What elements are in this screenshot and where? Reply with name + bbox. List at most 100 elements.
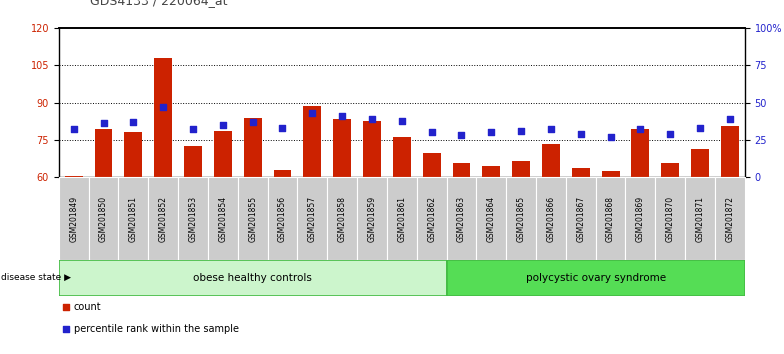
Bar [184, 146, 202, 177]
Text: GSM201872: GSM201872 [725, 196, 735, 241]
Point [395, 118, 408, 123]
Bar [572, 169, 590, 177]
Point [694, 125, 706, 131]
Text: GSM201864: GSM201864 [487, 195, 495, 242]
Text: GSM201869: GSM201869 [636, 195, 645, 242]
Bar [655, 177, 685, 260]
Text: GSM201856: GSM201856 [278, 195, 287, 242]
Text: GSM201867: GSM201867 [576, 195, 586, 242]
Bar [214, 131, 232, 177]
Bar [238, 177, 267, 260]
Bar [685, 177, 715, 260]
Point [664, 131, 677, 137]
Point [485, 130, 498, 135]
Point [336, 113, 348, 119]
Text: GSM201851: GSM201851 [129, 196, 138, 241]
Point [458, 229, 470, 235]
Bar [447, 260, 745, 296]
Bar [125, 132, 143, 177]
Point [515, 128, 528, 134]
Text: obese healthy controls: obese healthy controls [193, 273, 312, 283]
Text: GSM201852: GSM201852 [158, 196, 168, 241]
Point [127, 119, 140, 125]
Point [458, 36, 470, 42]
Bar [661, 164, 679, 177]
Bar [477, 177, 506, 260]
Text: GSM201853: GSM201853 [188, 195, 198, 242]
Text: count: count [74, 302, 101, 313]
Text: GSM201868: GSM201868 [606, 196, 615, 241]
Bar [357, 177, 387, 260]
Bar [512, 161, 530, 177]
Bar [303, 106, 321, 177]
Bar [482, 166, 500, 177]
Point [545, 127, 557, 132]
Text: GSM201855: GSM201855 [249, 195, 257, 242]
Bar [393, 137, 411, 177]
Point [306, 110, 318, 116]
Bar [178, 177, 208, 260]
Bar [208, 177, 238, 260]
Bar [601, 171, 619, 177]
Text: GSM201863: GSM201863 [457, 195, 466, 242]
Point [246, 119, 259, 125]
Text: GSM201862: GSM201862 [427, 196, 436, 241]
Point [575, 131, 587, 137]
Bar [244, 118, 262, 177]
Bar [506, 177, 536, 260]
Bar [423, 154, 441, 177]
Text: GSM201871: GSM201871 [695, 196, 705, 241]
Point [97, 121, 110, 126]
Bar [596, 177, 626, 260]
Bar [274, 170, 292, 177]
Bar [691, 149, 709, 177]
Bar [542, 144, 560, 177]
Text: GSM201849: GSM201849 [69, 195, 78, 242]
Text: GSM201854: GSM201854 [218, 195, 227, 242]
Text: GSM201866: GSM201866 [546, 195, 555, 242]
Bar [452, 164, 470, 177]
Bar [89, 177, 118, 260]
Text: GSM201865: GSM201865 [517, 195, 525, 242]
Point [276, 125, 289, 131]
Bar [536, 177, 566, 260]
Point [604, 134, 617, 140]
Bar [333, 119, 351, 177]
Bar [721, 126, 739, 177]
Point [456, 132, 468, 138]
Bar [148, 177, 178, 260]
Text: disease state ▶: disease state ▶ [1, 273, 71, 282]
Text: GSM201858: GSM201858 [338, 196, 347, 241]
Bar [118, 177, 148, 260]
Point [426, 130, 438, 135]
Bar [59, 260, 447, 296]
Point [216, 122, 229, 128]
Bar [154, 58, 172, 177]
Bar [59, 177, 89, 260]
Text: GSM201859: GSM201859 [368, 195, 376, 242]
Point [634, 127, 647, 132]
Text: percentile rank within the sample: percentile rank within the sample [74, 324, 239, 334]
Text: GSM201870: GSM201870 [666, 195, 675, 242]
Point [157, 104, 169, 110]
Bar [65, 176, 82, 177]
Bar [95, 129, 112, 177]
Bar [447, 177, 477, 260]
Bar [626, 177, 655, 260]
Bar [417, 177, 447, 260]
Bar [363, 121, 381, 177]
Text: polycystic ovary syndrome: polycystic ovary syndrome [525, 273, 666, 283]
Bar [267, 177, 297, 260]
Bar [387, 177, 417, 260]
Text: GDS4133 / 220064_at: GDS4133 / 220064_at [90, 0, 227, 7]
Point [67, 127, 80, 132]
Point [365, 116, 378, 122]
Bar [566, 177, 596, 260]
Text: GSM201861: GSM201861 [397, 196, 406, 241]
Text: GSM201857: GSM201857 [308, 195, 317, 242]
Bar [297, 177, 327, 260]
Bar [631, 129, 649, 177]
Text: GSM201850: GSM201850 [99, 195, 108, 242]
Point [724, 116, 736, 122]
Point [187, 127, 199, 132]
